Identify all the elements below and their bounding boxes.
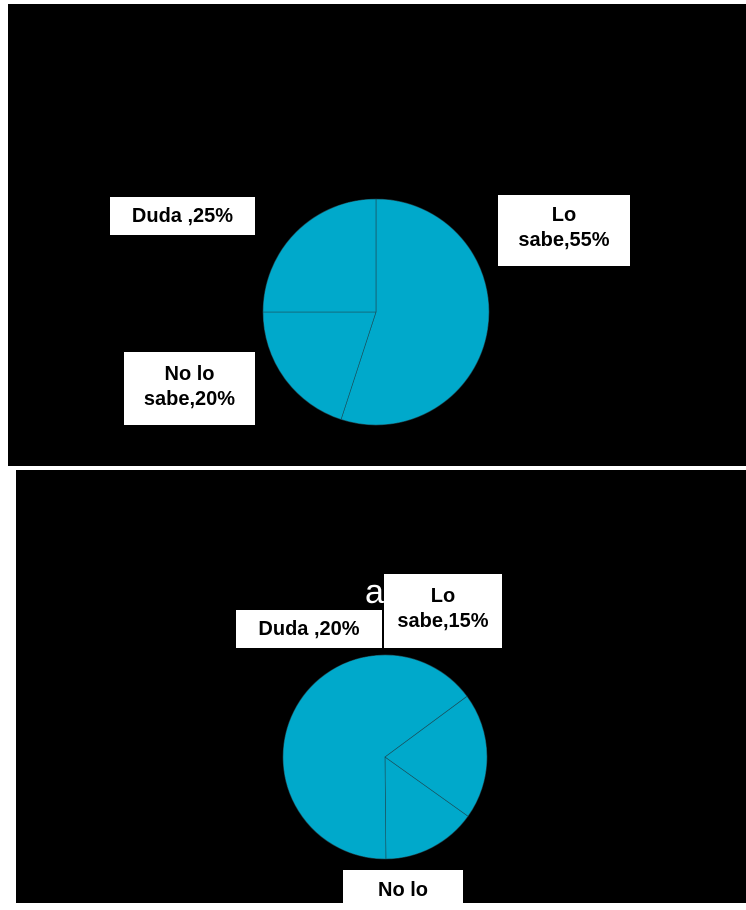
pie-slice-0-0 — [340, 198, 490, 426]
pie-chart-top: Duda ,25% Lo sabe,55% No lo sabe,20% — [8, 4, 746, 466]
label-no-lo-bottom: No lo — [343, 870, 463, 910]
label-duda-bottom: Duda ,20% — [236, 610, 382, 648]
pie-chart-top-svg — [262, 198, 490, 426]
pie-slice-0-1 — [262, 311, 377, 420]
label-lo-sabe-bottom: Lo sabe,15% — [384, 574, 502, 648]
label-lo-sabe-top: Lo sabe,55% — [498, 195, 630, 266]
pie-slice-1-0 — [384, 756, 469, 860]
pie-slice-0-2 — [262, 198, 377, 313]
pie-chart-bottom: a? Lo sabe,15% Duda ,20% No lo — [16, 470, 746, 910]
label-duda-top: Duda ,25% — [110, 197, 255, 235]
pie-chart-bottom-svg — [282, 654, 488, 860]
pie-slice-1-2 — [384, 695, 488, 817]
pie-slice-1-1 — [282, 654, 468, 860]
label-no-lo-sabe-top: No lo sabe,20% — [124, 352, 255, 425]
